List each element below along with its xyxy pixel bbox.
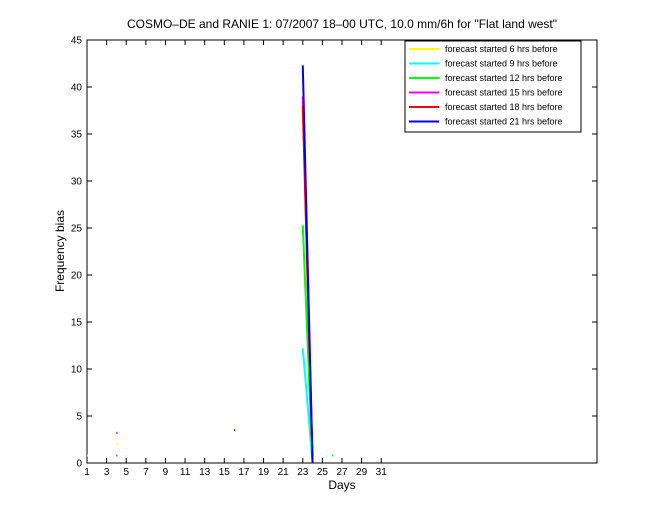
x-tick-label: 27 xyxy=(336,467,348,478)
legend-label: forecast started 15 hrs before xyxy=(445,88,563,98)
x-tick-label: 21 xyxy=(278,467,290,478)
legend-label: forecast started 21 hrs before xyxy=(445,117,563,127)
y-tick-label: 10 xyxy=(71,365,83,376)
y-tick-label: 15 xyxy=(71,318,83,329)
x-tick-label: 23 xyxy=(297,467,309,478)
x-tick-label: 11 xyxy=(180,467,191,478)
y-tick-label: 45 xyxy=(71,36,83,47)
x-tick-label: 15 xyxy=(219,467,231,478)
chart-title: COSMO–DE and RANIE 1: 07/2007 18–00 UTC,… xyxy=(127,17,557,31)
y-axis-label: Frequency bias xyxy=(53,210,67,292)
legend-box xyxy=(404,40,582,133)
x-tick-label: 25 xyxy=(317,467,329,478)
x-tick-label: 13 xyxy=(199,467,211,478)
y-tick-label: 40 xyxy=(71,83,83,94)
legend-label: forecast started 9 hrs before xyxy=(445,59,558,69)
x-axis-label: Days xyxy=(328,478,355,492)
x-tick-label: 31 xyxy=(376,467,388,478)
x-tick-label: 9 xyxy=(163,467,169,478)
x-tick-label: 5 xyxy=(123,467,129,478)
legend-label: forecast started 18 hrs before xyxy=(445,102,563,112)
legend-label: forecast started 6 hrs before xyxy=(445,44,558,54)
x-tick-label: 17 xyxy=(238,467,250,478)
x-tick-label: 3 xyxy=(104,467,110,478)
y-tick-label: 35 xyxy=(71,130,83,141)
x-tick-label: 29 xyxy=(356,467,368,478)
y-tick-label: 30 xyxy=(71,177,83,188)
y-tick-label: 25 xyxy=(71,224,83,235)
y-tick-label: 20 xyxy=(71,271,83,282)
series-line xyxy=(116,65,314,464)
series-line xyxy=(87,443,118,457)
x-tick-label: 1 xyxy=(84,467,90,478)
y-tick-label: 0 xyxy=(76,459,82,470)
y-tick-label: 5 xyxy=(76,412,82,423)
x-tick-label: 19 xyxy=(258,467,270,478)
legend-label: forecast started 12 hrs before xyxy=(445,73,563,83)
x-tick-label: 7 xyxy=(143,467,149,478)
